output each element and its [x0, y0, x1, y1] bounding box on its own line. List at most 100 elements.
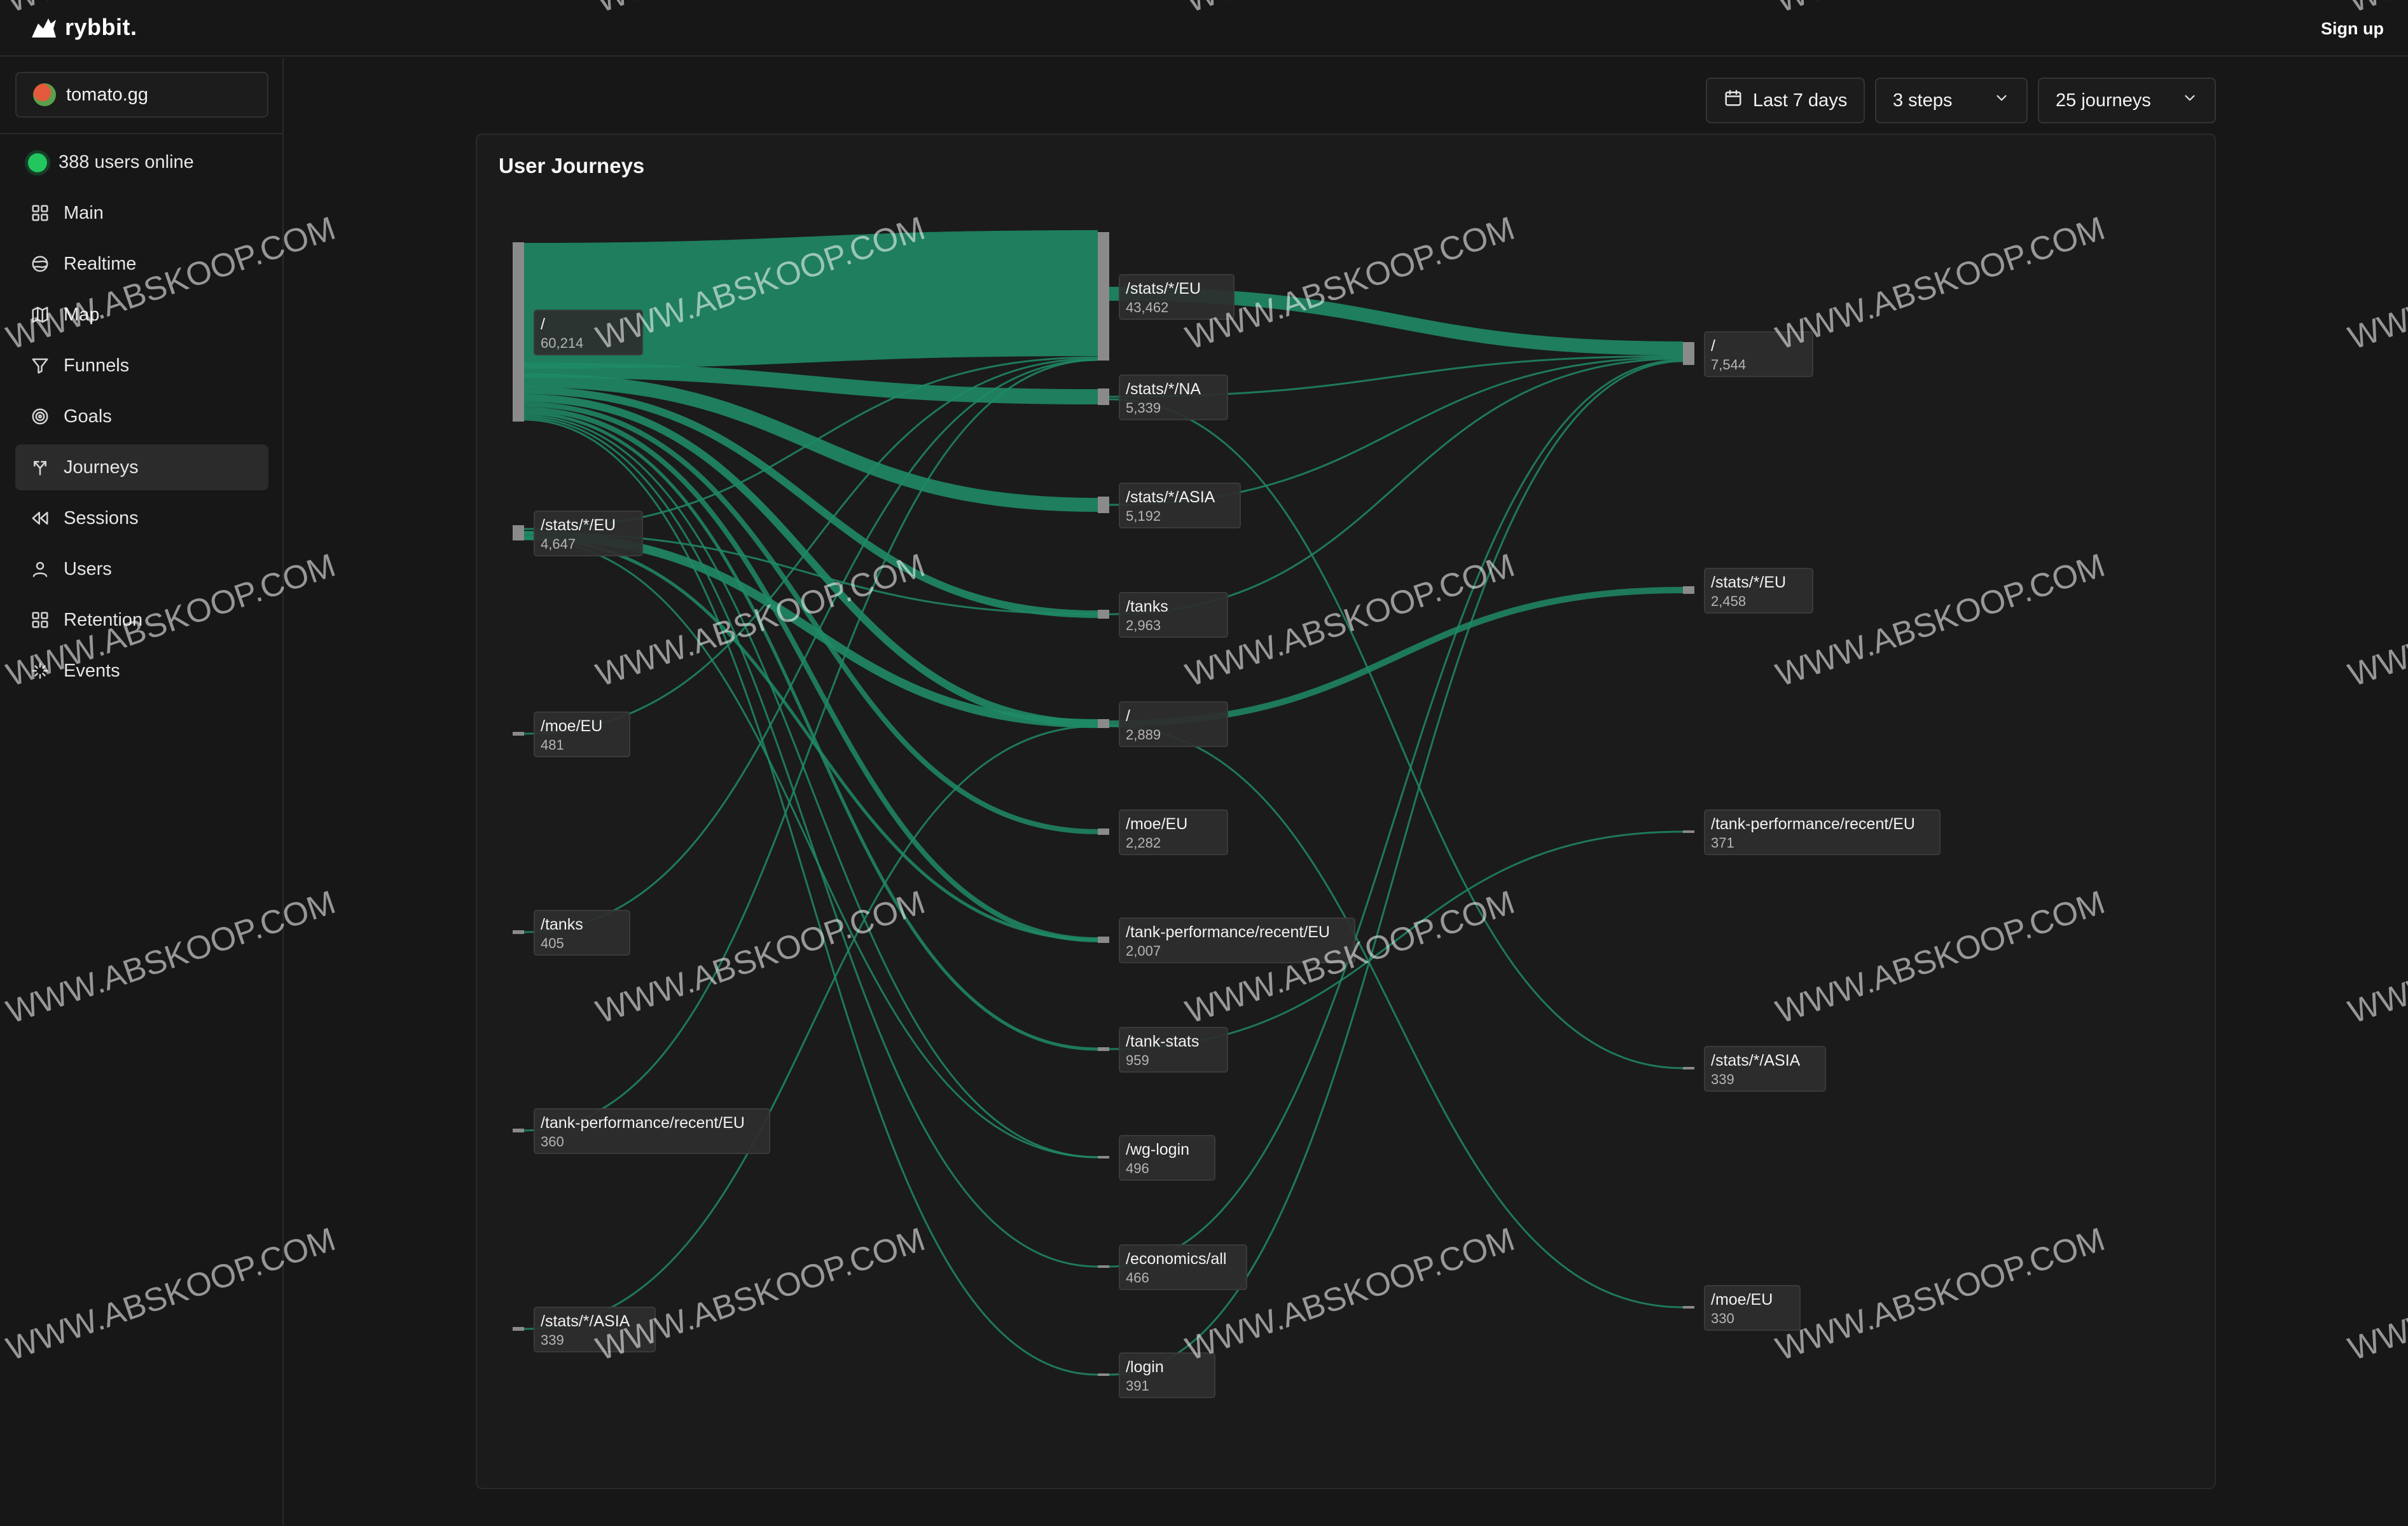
sankey-link-login-to-root-step3[interactable] [1109, 360, 1684, 1376]
sidebar-item-main[interactable]: Main [15, 190, 268, 236]
sankey-node-label: /tanks [541, 916, 583, 933]
sankey-node-bar [1098, 937, 1109, 943]
sankey-node[interactable]: /stats/*/NA 5,339 [1098, 375, 1228, 420]
sankey-node-count: 481 [541, 737, 564, 753]
sankey-node[interactable]: /login 391 [1098, 1352, 1215, 1398]
sankey-link-root-to-wg-login[interactable] [523, 415, 1098, 1158]
sankey-link-root-to-stats-eu[interactable] [524, 230, 1098, 369]
sankey-link-root-to-login[interactable] [523, 418, 1098, 1376]
sankey-node[interactable]: /stats/*/EU 2,458 [1683, 568, 1813, 614]
sidebar-item-sessions[interactable]: Sessions [15, 495, 268, 541]
rabbit-logo-icon [32, 18, 56, 38]
sankey-link-root-to-root[interactable] [523, 394, 1098, 727]
sparkle-icon [31, 661, 50, 680]
sidebar-item-journeys[interactable]: Journeys [15, 444, 268, 490]
sankey-link-stats-eu-to-tank-performance[interactable] [523, 536, 1098, 942]
sankey-node[interactable]: /stats/*/ASIA 5,192 [1098, 483, 1241, 528]
sankey-node-bar [1098, 388, 1109, 405]
sankey-link-moe-eu-to-stats-eu[interactable] [523, 357, 1098, 735]
sankey-node-bar [513, 242, 524, 422]
sankey-link-root-to-stats-na[interactable] [523, 362, 1098, 404]
journeys-select[interactable]: 25 journeys [2038, 78, 2216, 123]
sankey-node-label: /economics/all [1126, 1250, 1226, 1268]
steps-select[interactable]: 3 steps [1875, 78, 2028, 123]
sankey-node[interactable]: /moe/EU 2,282 [1098, 809, 1228, 855]
watermark-text: WWW.ABSKOOP.COM [2344, 210, 2408, 357]
sign-up-link[interactable]: Sign up [2321, 19, 2384, 38]
sankey-node[interactable]: /tank-performance/recent/EU 2,007 [1098, 918, 1355, 963]
sankey-node-label-box [1119, 1244, 1247, 1290]
date-range-picker[interactable]: Last 7 days [1706, 78, 1865, 123]
sankey-link-root-to-moe-eu[interactable] [523, 402, 1098, 834]
journeys-sankey-chart[interactable]: / 60,214/stats/*/EU 4,647/moe/EU 481/tanks 4… [477, 135, 2217, 1490]
sankey-link-stats-asia-to-root[interactable] [523, 725, 1098, 1330]
sankey-link-root-to-economics[interactable] [523, 416, 1098, 1268]
sankey-node-bar [513, 1327, 524, 1331]
sankey-node-bar [1683, 1306, 1694, 1309]
sankey-node-bar [1098, 610, 1109, 619]
sidebar-item-events[interactable]: Events [15, 648, 268, 694]
sankey-node-label: /stats/*/NA [1126, 380, 1201, 398]
sankey-link-root-to-moe-eu-step3[interactable] [1109, 725, 1684, 1309]
sankey-node-count: 7,544 [1711, 357, 1746, 373]
sankey-node[interactable]: / 7,544 [1683, 331, 1813, 377]
sankey-node-count: 391 [1126, 1378, 1149, 1394]
sidebar-item-realtime[interactable]: Realtime [15, 241, 268, 287]
sankey-node-label-box [534, 511, 643, 556]
sankey-node-label-box [534, 1307, 656, 1352]
sidebar-item-users[interactable]: Users [15, 546, 268, 592]
top-bar: rybbit. Sign up [0, 0, 2408, 57]
sankey-node-label-box [1119, 375, 1228, 420]
sankey-node-label: /tank-stats [1126, 1033, 1199, 1050]
sankey-node-label: /stats/*/EU [541, 516, 616, 534]
sankey-node[interactable]: /moe/EU 481 [513, 711, 630, 757]
sankey-link-root-to-tank-stats[interactable] [523, 411, 1098, 1051]
steps-value: 3 steps [1893, 90, 1953, 111]
sankey-node-label: /login [1126, 1358, 1164, 1376]
sankey-node-count: 5,192 [1126, 508, 1161, 524]
sidebar-item-goals[interactable]: Goals [15, 394, 268, 439]
site-selector[interactable]: tomato.gg [15, 72, 268, 118]
sankey-node-bar [1098, 1156, 1109, 1158]
sankey-node[interactable]: / 2,889 [1098, 701, 1228, 747]
brand-name: rybbit. [65, 14, 137, 40]
sankey-link-root-to-tank-performance[interactable] [523, 407, 1098, 942]
sankey-node[interactable]: /stats/*/EU 4,647 [513, 511, 643, 556]
rybbit-logo[interactable]: rybbit. [29, 14, 137, 41]
sankey-node-count: 2,889 [1126, 727, 1161, 743]
sidebar-item-map[interactable]: Map [15, 292, 268, 338]
sidebar-item-label: Map [64, 304, 100, 325]
sidebar-item-retention[interactable]: Retention [15, 597, 268, 643]
sankey-node-count: 60,214 [541, 335, 583, 351]
sankey-node-bar [1098, 828, 1109, 835]
sankey-link-economics-to-root-step3[interactable] [1109, 359, 1684, 1268]
sankey-node[interactable]: /tanks 2,963 [1098, 592, 1228, 638]
sankey-node[interactable]: /tanks 405 [513, 910, 630, 956]
sankey-link-stats-na-to-stats-asia-step3[interactable] [1109, 398, 1684, 1069]
sankey-link-tanks-to-stats-eu[interactable] [523, 359, 1098, 933]
sankey-node[interactable]: /wg-login 496 [1098, 1135, 1215, 1181]
sankey-node-count: 466 [1126, 1270, 1149, 1286]
sankey-link-root-to-tanks[interactable] [523, 387, 1098, 618]
sankey-node[interactable]: /tank-stats 959 [1098, 1027, 1228, 1073]
sankey-node-bar [1683, 1067, 1694, 1069]
sankey-node[interactable]: /stats/*/ASIA 339 [1683, 1046, 1826, 1092]
sankey-node[interactable]: / 60,214 [513, 242, 643, 422]
sidebar-item-funnels[interactable]: Funnels [15, 343, 268, 388]
sankey-node-label-box [1704, 568, 1813, 614]
grid-icon [31, 203, 50, 223]
sankey-node[interactable]: /tank-performance/recent/EU 360 [513, 1108, 770, 1154]
sidebar-item-label: Goals [64, 406, 112, 427]
sankey-nodes: / 60,214/stats/*/EU 4,647/moe/EU 481/tanks 4… [513, 232, 1941, 1398]
user-icon [31, 560, 50, 579]
sankey-node-label-box [1119, 1027, 1228, 1073]
sankey-node[interactable]: /economics/all 466 [1098, 1244, 1247, 1290]
sankey-node[interactable]: /tank-performance/recent/EU 371 [1683, 809, 1941, 855]
sankey-link-tank-performance-to-stats-eu[interactable] [523, 359, 1098, 1132]
card-title: User Journeys [499, 154, 645, 177]
sankey-node[interactable]: /stats/*/ASIA 339 [513, 1307, 656, 1352]
sankey-node-label-box [1119, 918, 1355, 963]
sankey-link-stats-eu-to-wg-login[interactable] [523, 538, 1098, 1158]
